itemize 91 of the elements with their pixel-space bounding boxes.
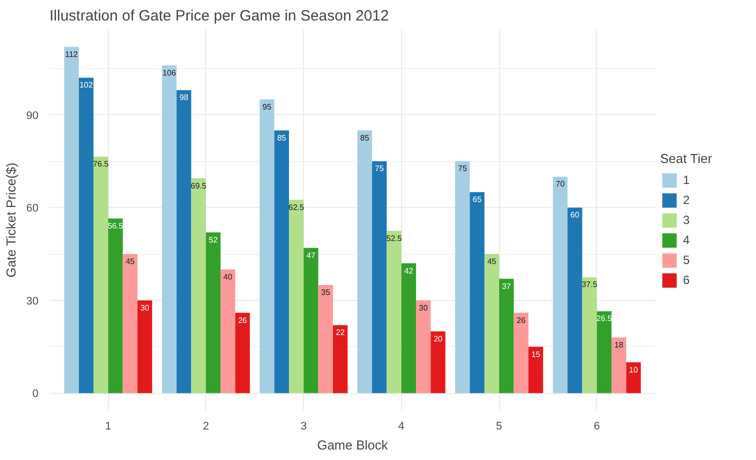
bar <box>162 65 177 394</box>
data-label: 26 <box>238 316 248 325</box>
data-label: 85 <box>360 133 370 142</box>
bar <box>78 78 94 394</box>
data-label: 102 <box>79 80 94 90</box>
bar <box>484 254 500 394</box>
bar <box>191 178 206 394</box>
bar <box>357 130 372 394</box>
legend-label: 1 <box>683 172 691 186</box>
bar <box>612 338 626 394</box>
bar <box>626 362 641 394</box>
bar <box>122 254 138 394</box>
y-tick-label: 60 <box>26 202 39 215</box>
bar <box>304 248 318 394</box>
data-label: 18 <box>614 340 624 350</box>
data-label: 47 <box>306 250 316 260</box>
data-label: 65 <box>472 195 482 204</box>
chart-title: Illustration of Gate Price per Game in Season 2012 <box>50 8 389 24</box>
data-label: 45 <box>126 257 136 266</box>
data-label: 26.5 <box>596 314 613 324</box>
bar <box>220 269 236 394</box>
x-tick-label: 6 <box>594 420 600 432</box>
y-axis-title: Gate Ticket Price($) <box>3 162 18 278</box>
data-label: 95 <box>262 102 272 112</box>
data-label: 15 <box>531 350 541 359</box>
data-label: 98 <box>179 93 189 102</box>
data-label: 45 <box>487 257 497 266</box>
bar <box>514 312 528 394</box>
data-label: 75 <box>374 164 384 174</box>
bar <box>176 90 192 394</box>
bar <box>372 161 387 394</box>
bar <box>93 156 108 394</box>
bar <box>260 99 274 394</box>
data-label: 20 <box>434 334 444 344</box>
bar <box>386 230 402 394</box>
bar <box>288 200 304 394</box>
legend-label: 4 <box>683 232 691 246</box>
y-tick-label: 0 <box>32 388 39 400</box>
bar <box>318 284 333 394</box>
legend-label: 3 <box>683 212 691 226</box>
legend-label: 6 <box>683 272 691 286</box>
bar <box>332 325 348 394</box>
bar <box>274 130 289 394</box>
data-label: 42 <box>404 266 414 276</box>
data-label: 30 <box>140 303 150 312</box>
bar <box>470 192 484 394</box>
data-label: 35 <box>321 288 331 297</box>
x-tick-label: 2 <box>202 420 209 432</box>
bar <box>552 176 568 394</box>
data-label: 62.5 <box>288 202 305 212</box>
bar <box>430 331 446 394</box>
x-tick-label: 1 <box>105 420 112 432</box>
data-label: 56.5 <box>108 221 124 230</box>
data-label: 60 <box>570 210 580 220</box>
bar <box>568 208 582 394</box>
y-tick-label: 90 <box>26 110 39 122</box>
bar <box>108 218 123 394</box>
bar <box>455 161 470 394</box>
x-axis-title: Game Block <box>317 438 388 452</box>
data-label: 69.5 <box>190 181 207 190</box>
bar <box>596 311 612 394</box>
data-label: 75 <box>458 164 468 174</box>
data-label: 52.5 <box>386 234 402 243</box>
bar <box>235 312 250 394</box>
data-label: 40 <box>223 272 233 282</box>
bar <box>499 278 514 394</box>
bar <box>137 300 152 394</box>
data-label: 30 <box>418 303 428 312</box>
data-label: 37 <box>502 282 512 291</box>
data-label: 112 <box>65 50 78 59</box>
bar <box>528 346 544 394</box>
data-label: 37.5 <box>582 280 598 290</box>
data-label: 26 <box>516 316 526 325</box>
x-tick-label: 3 <box>300 420 307 432</box>
y-tick-label: 30 <box>26 295 39 308</box>
x-tick-label: 5 <box>496 420 502 432</box>
legend-label: 5 <box>683 252 691 266</box>
data-label: 10 <box>629 365 639 374</box>
bar <box>582 277 597 394</box>
legend-title: Seat Tier <box>660 150 712 166</box>
bar <box>401 263 416 394</box>
bar <box>416 300 431 394</box>
data-label: 106 <box>162 68 176 78</box>
bar <box>64 46 79 394</box>
data-label: 85 <box>277 133 287 142</box>
x-tick-label: 4 <box>398 420 404 432</box>
legend-label: 2 <box>683 192 691 206</box>
data-label: 70 <box>556 180 566 189</box>
data-label: 22 <box>336 328 346 338</box>
bar <box>206 232 221 394</box>
data-label: 52 <box>208 235 218 244</box>
